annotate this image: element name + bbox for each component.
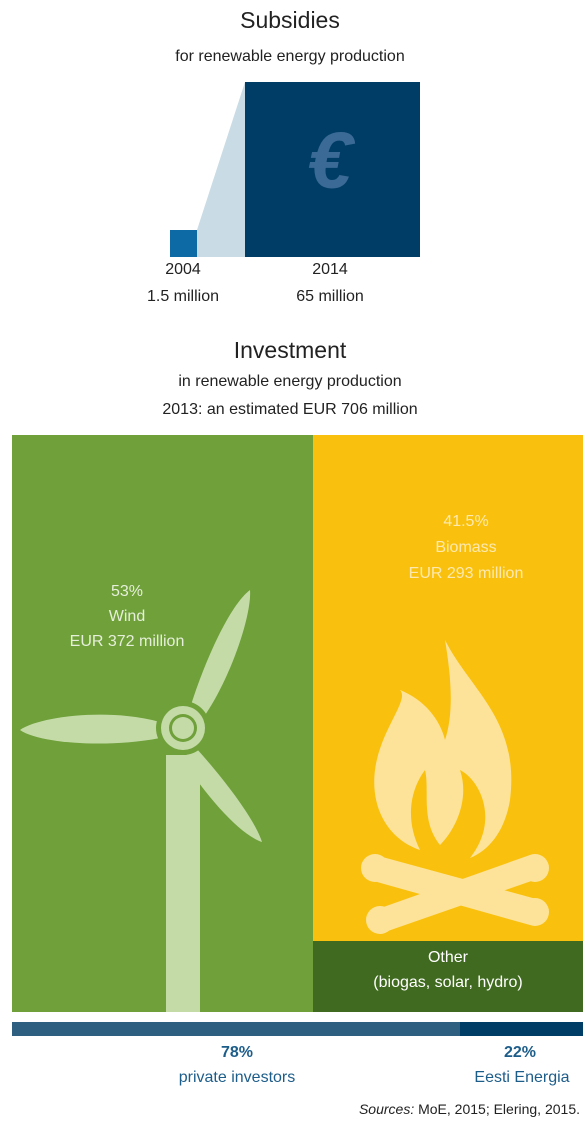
investment-title: Investment	[234, 337, 347, 363]
eesti-bar	[460, 1022, 583, 1036]
sources-label: Sources:	[359, 1101, 414, 1117]
biomass-name: Biomass	[435, 539, 496, 556]
investor-name: private investors	[179, 1069, 296, 1086]
euro-icon: €	[308, 116, 356, 205]
investor-name: Eesti Energia	[474, 1069, 569, 1086]
wind-name: Wind	[109, 608, 145, 625]
amount: 65 million	[296, 288, 364, 305]
sources: Sources: MoE, 2015; Elering, 2015.	[359, 1101, 580, 1117]
sources-text: MoE, 2015; Elering, 2015.	[418, 1101, 580, 1117]
other-name: Other	[428, 949, 469, 966]
year: 2004	[165, 261, 201, 278]
wind-share: 53%	[111, 583, 143, 600]
wind-turbine	[20, 590, 262, 1012]
private-bar	[12, 1022, 460, 1036]
investment-subtitle: in renewable energy production	[178, 373, 401, 390]
other-block	[313, 941, 583, 1012]
biomass-amount: EUR 293 million	[409, 565, 524, 582]
wind-amount: EUR 372 million	[70, 633, 185, 650]
fire-icon	[361, 640, 549, 934]
investor-share: 78%	[221, 1044, 253, 1061]
subsidy-2004	[170, 230, 197, 257]
biomass-share: 41.5%	[443, 513, 488, 530]
growth-wedge	[197, 82, 245, 257]
subsidies-title: Subsidies	[240, 7, 340, 33]
investor-share: 22%	[504, 1044, 536, 1061]
year: 2014	[312, 261, 348, 278]
investment-note: 2013: an estimated EUR 706 million	[162, 401, 417, 418]
subsidy-2014	[245, 82, 420, 257]
amount: 1.5 million	[147, 288, 219, 305]
other-detail: (biogas, solar, hydro)	[373, 974, 522, 991]
subsidies-subtitle: for renewable energy production	[175, 48, 404, 65]
